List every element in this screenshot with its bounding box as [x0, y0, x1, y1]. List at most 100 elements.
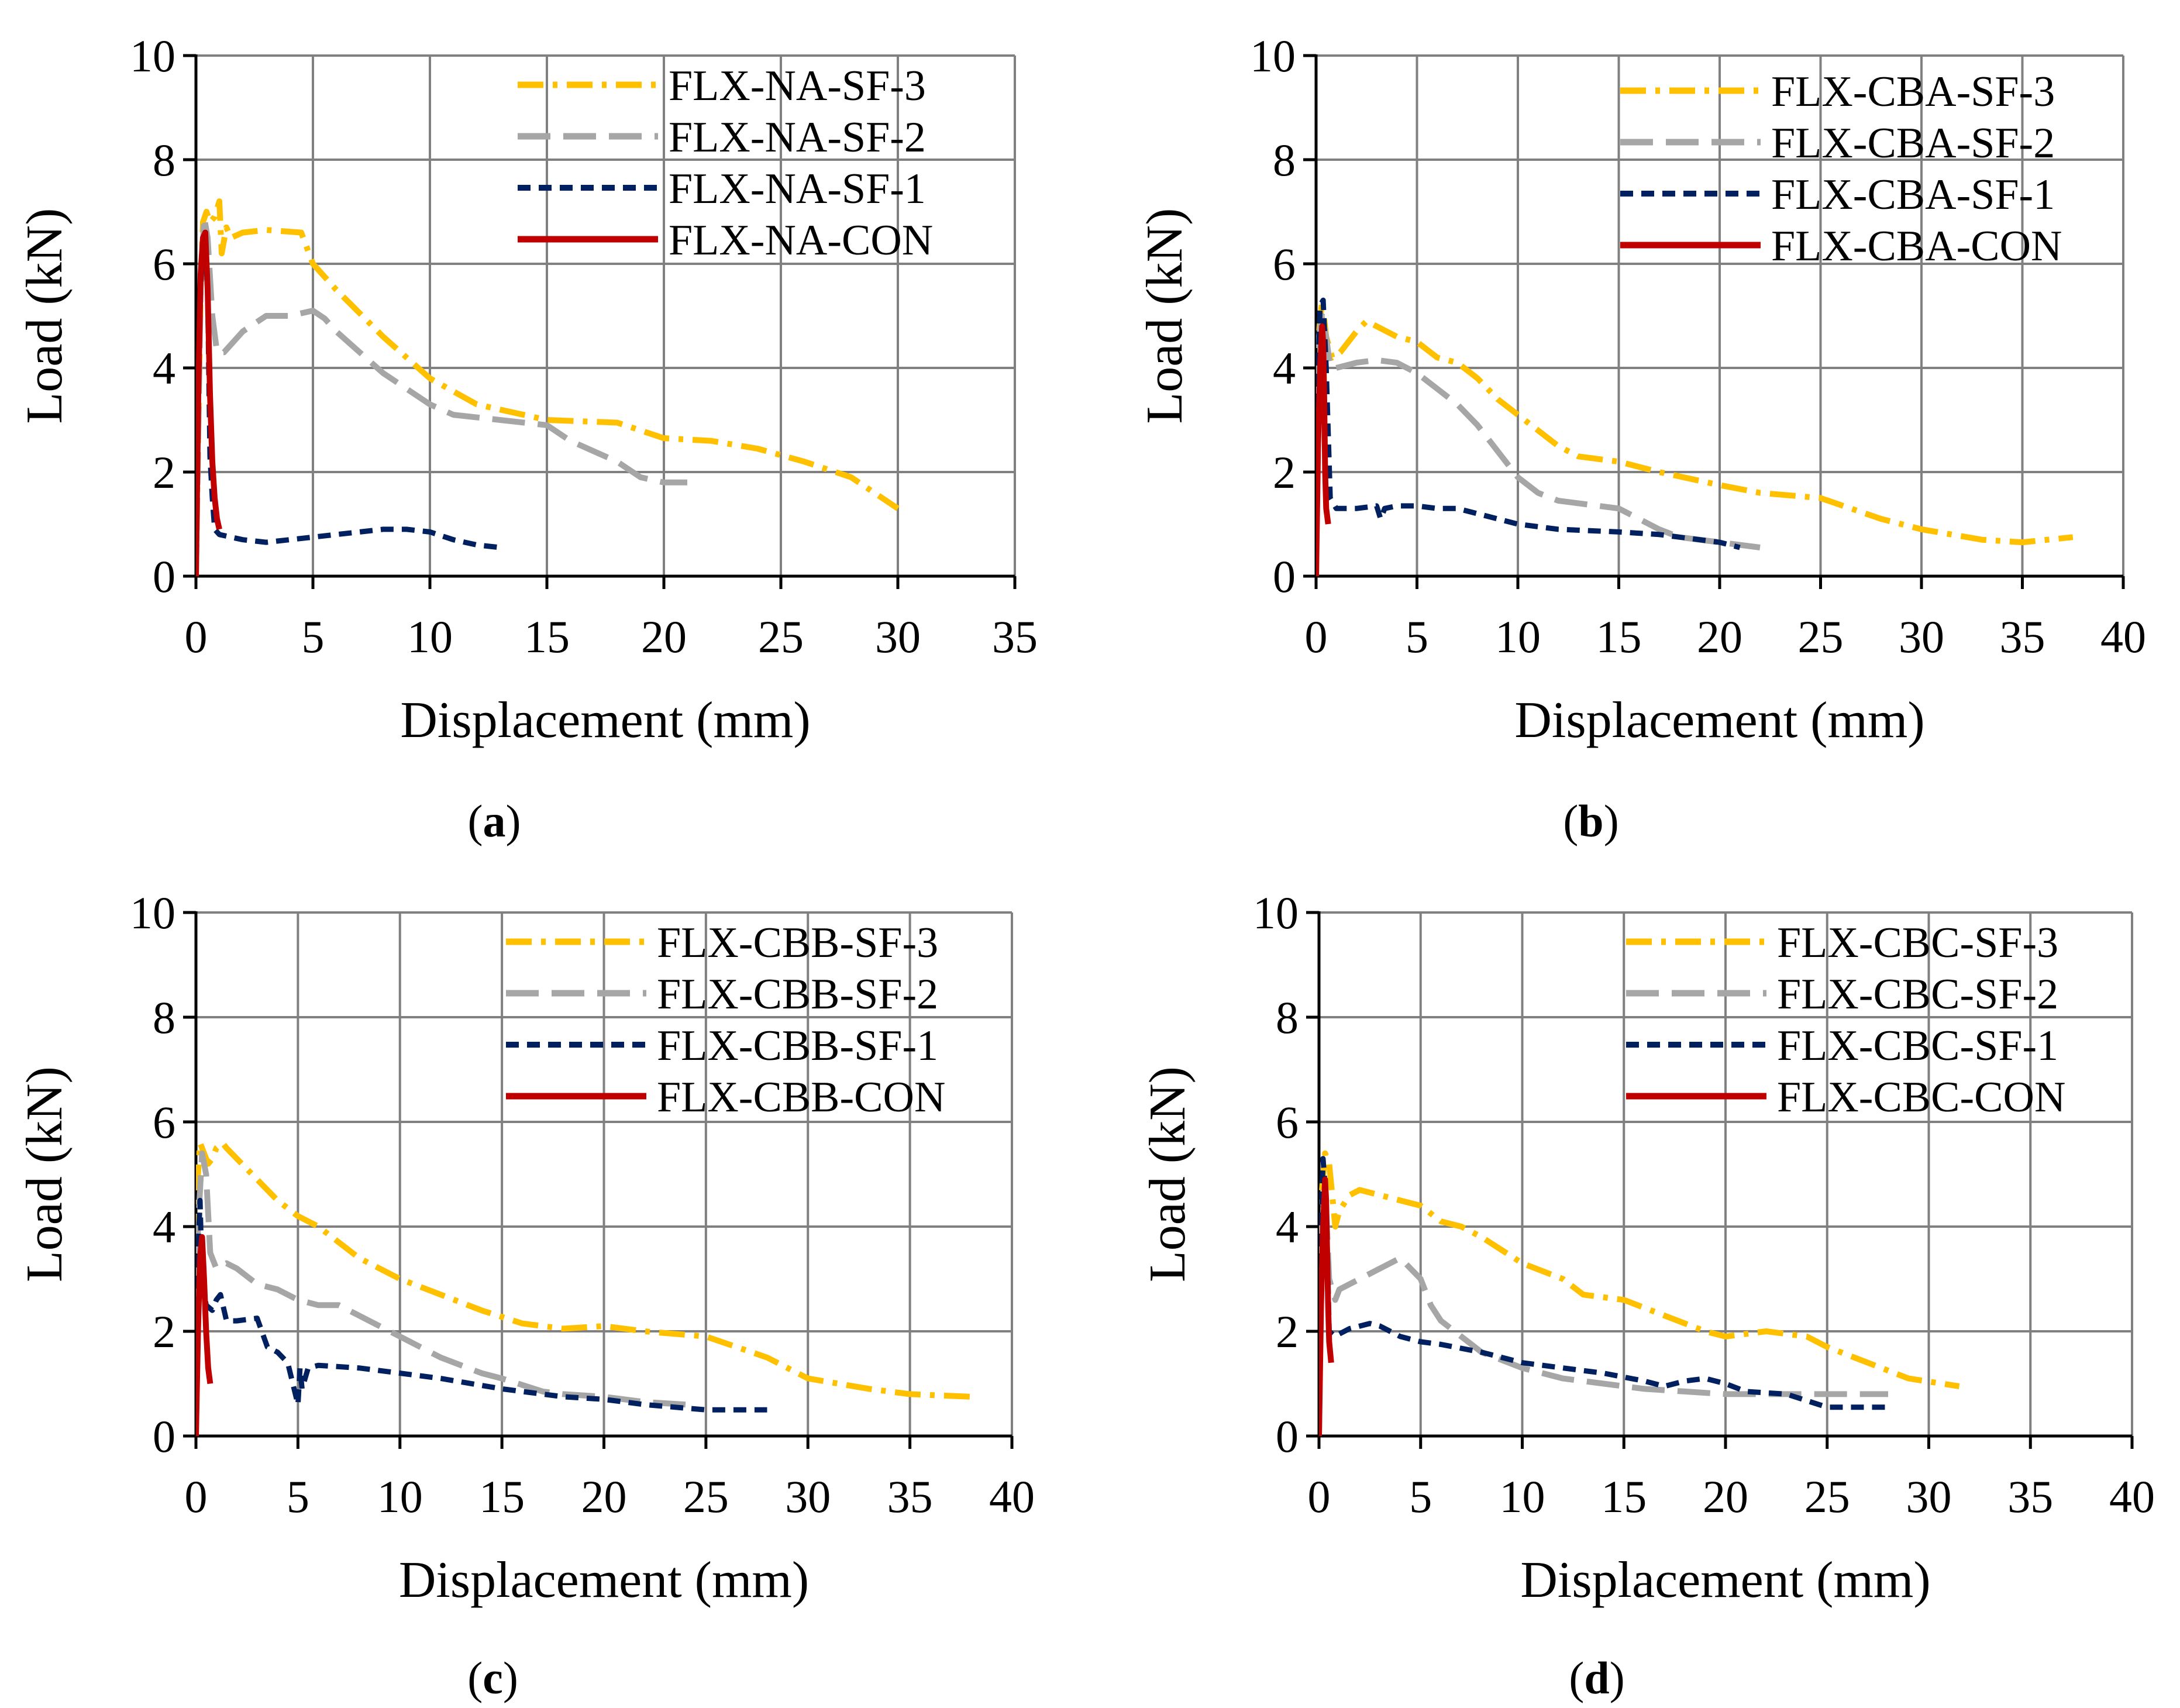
x-axis-title: Displacement (mm)	[1514, 692, 1924, 749]
x-tick-label: 5	[287, 1471, 309, 1522]
series-line-con	[1319, 1176, 1334, 1437]
x-tick-label: 15	[479, 1471, 525, 1522]
series-line-sf1	[1316, 297, 1741, 577]
legend-label: FLX-NA-SF-3	[669, 62, 926, 110]
y-axis-title: Load (kN)	[1139, 1066, 1196, 1282]
y-tick-label: 0	[153, 551, 175, 602]
panel-b: 0 2 4 6 8 10 0 5 10 15 20 25 30 35 40 Displacement (mm)…	[1137, 30, 2146, 846]
x-axis-title: Displacement (mm)	[1520, 1552, 1930, 1609]
legend-label: FLX-NA-SF-1	[669, 165, 926, 213]
y-axis-title: Load (kN)	[16, 208, 73, 424]
y-tick-label: 8	[153, 992, 175, 1043]
panel-label: (a)	[468, 796, 521, 846]
x-tick-label: 5	[1409, 1471, 1432, 1522]
legend-label: FLX-CBA-SF-1	[1771, 171, 2055, 219]
y-tick-label: 6	[153, 239, 175, 290]
series-line-con	[196, 229, 222, 577]
x-tick-label: 20	[581, 1471, 627, 1522]
x-tick-label: 30	[1906, 1471, 1952, 1522]
x-tick-label: 10	[407, 611, 453, 662]
y-tick-label: 4	[1276, 1201, 1299, 1252]
legend-label: FLX-CBC-SF-1	[1777, 1022, 2058, 1070]
x-tick-label: 20	[1697, 611, 1742, 662]
x-tick-label: 40	[2109, 1471, 2155, 1522]
y-tick-label: 4	[153, 343, 175, 394]
series-line-sf3	[196, 1139, 972, 1437]
series-line-con	[1316, 323, 1331, 577]
x-tick-label: 30	[1899, 611, 1944, 662]
series-line-sf2	[1319, 1182, 1888, 1437]
panel-label: (b)	[1563, 796, 1618, 846]
x-tick-label: 15	[1596, 611, 1642, 662]
y-tick-label: 2	[1276, 1306, 1299, 1357]
series-line-sf1	[196, 1197, 767, 1437]
series-line-sf3	[1319, 1150, 1960, 1437]
panel-letter: d	[1584, 1652, 1609, 1703]
y-tick-label: 0	[1273, 551, 1296, 602]
x-tick-label: 0	[185, 611, 208, 662]
panel-letter: c	[483, 1652, 503, 1703]
x-axis-title: Displacement (mm)	[399, 1552, 809, 1609]
legend: FLX-CBB-SF-3FLX-CBB-SF-2FLX-CBB-SF-1FLX-…	[506, 919, 945, 1121]
legend-label: FLX-CBA-CON	[1771, 222, 2062, 270]
x-tick-label: 35	[992, 611, 1038, 662]
x-tick-label: 0	[185, 1471, 208, 1522]
series-line-sf2	[1316, 313, 1761, 577]
panel-letter: b	[1578, 796, 1603, 846]
x-tick-label: 35	[2000, 611, 2045, 662]
panel-d: 0 2 4 6 8 10 0 5 10 15 20 25 30 35 40 Displacement (mm)…	[1139, 887, 2155, 1703]
y-axis-title: Load (kN)	[1137, 208, 1193, 424]
x-tick-label: 10	[1495, 611, 1541, 662]
x-tick-label: 30	[785, 1471, 831, 1522]
legend-label: FLX-CBB-SF-1	[657, 1022, 938, 1070]
series-line-con	[196, 1234, 213, 1437]
legend-label: FLX-CBC-SF-3	[1777, 919, 2058, 967]
x-tick-label: 25	[1804, 1471, 1850, 1522]
legend-label: FLX-CBC-CON	[1777, 1073, 2065, 1121]
x-tick-label: 15	[1601, 1471, 1647, 1522]
panel-label: (d)	[1569, 1652, 1624, 1703]
x-tick-label: 30	[875, 611, 921, 662]
x-tick-label: 40	[2100, 611, 2146, 662]
x-tick-label: 10	[1500, 1471, 1545, 1522]
x-tick-label: 15	[524, 611, 570, 662]
x-tick-label: 0	[1308, 1471, 1331, 1522]
legend-label: FLX-CBA-SF-3	[1771, 68, 2055, 116]
x-tick-label: 10	[377, 1471, 423, 1522]
x-tick-label: 0	[1305, 611, 1328, 662]
x-tick-label: 35	[887, 1471, 933, 1522]
legend-label: FLX-CBB-SF-2	[657, 970, 938, 1018]
series-line-sf3	[196, 198, 900, 577]
legend-label: FLX-NA-CON	[669, 216, 933, 264]
y-tick-label: 8	[1273, 135, 1296, 185]
x-tick-label: 40	[989, 1471, 1035, 1522]
y-tick-label: 4	[153, 1201, 175, 1252]
y-tick-label: 2	[1273, 447, 1296, 498]
legend: FLX-CBA-SF-3FLX-CBA-SF-2FLX-CBA-SF-1FLX-…	[1620, 68, 2062, 270]
legend-label: FLX-CBB-SF-3	[657, 919, 938, 967]
series-line-sf2	[196, 214, 687, 577]
series-line-sf1	[196, 235, 501, 577]
y-tick-label: 6	[1276, 1097, 1299, 1148]
x-tick-label: 25	[683, 1471, 729, 1522]
x-tick-label: 5	[1406, 611, 1428, 662]
x-axis-title: Displacement (mm)	[400, 692, 810, 749]
y-tick-label: 2	[153, 447, 175, 498]
panel-label: (c)	[467, 1652, 518, 1703]
legend-label: FLX-NA-SF-2	[669, 113, 926, 161]
x-tick-label: 20	[641, 611, 687, 662]
y-tick-label: 10	[1250, 30, 1296, 81]
legend: FLX-NA-SF-3FLX-NA-SF-2FLX-NA-SF-1FLX-NA-…	[518, 62, 933, 264]
x-tick-label: 5	[302, 611, 325, 662]
y-tick-label: 10	[130, 30, 175, 81]
y-tick-label: 10	[1253, 887, 1299, 938]
legend: FLX-CBC-SF-3FLX-CBC-SF-2FLX-CBC-SF-1FLX-…	[1626, 919, 2065, 1121]
y-tick-label: 0	[153, 1411, 175, 1462]
legend-label: FLX-CBA-SF-2	[1771, 119, 2055, 167]
y-tick-label: 8	[153, 135, 175, 185]
x-tick-label: 20	[1703, 1471, 1748, 1522]
y-tick-label: 6	[153, 1097, 175, 1148]
y-tick-label: 4	[1273, 343, 1296, 394]
x-tick-label: 35	[2007, 1471, 2053, 1522]
x-tick-label: 25	[758, 611, 804, 662]
